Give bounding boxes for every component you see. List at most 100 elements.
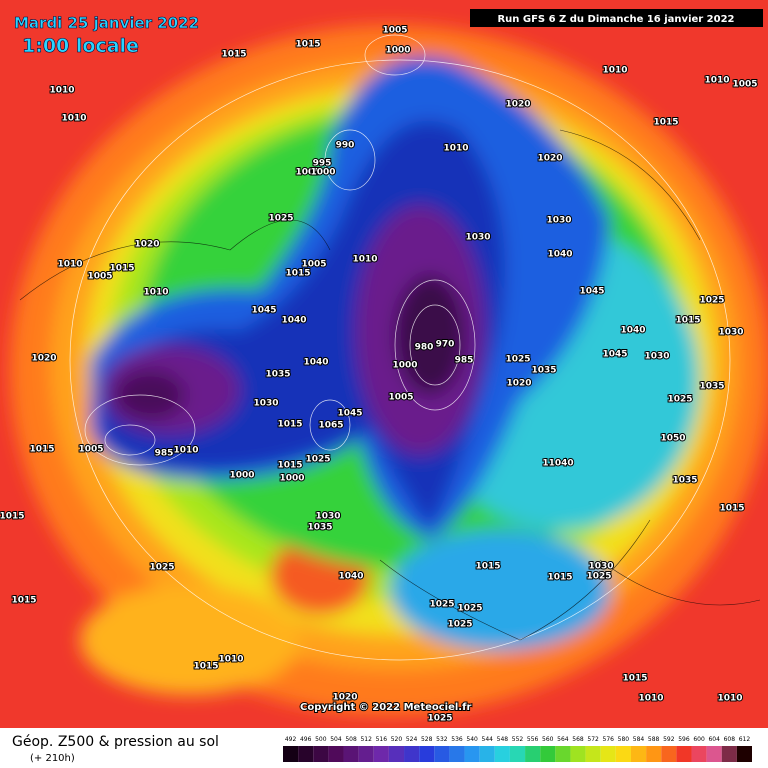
field (0, 0, 768, 728)
colorbar-label: 556 (527, 736, 539, 743)
isobar-label: 1030 (546, 216, 571, 226)
isobar-label: 1005 (382, 26, 407, 36)
isobar-label: 1020 (31, 354, 56, 364)
colorbar-label: 508 (345, 736, 357, 743)
isobar-label: 1040 (620, 326, 645, 336)
colorbar-swatch (721, 746, 737, 762)
colorbar-label: 568 (572, 736, 584, 743)
isobar-label: 1015 (221, 50, 246, 60)
isobar-label: 1020 (537, 154, 562, 164)
colorbar-label: 504 (330, 736, 342, 743)
isobar-label: 1025 (586, 572, 611, 582)
isobar-label: 980 (415, 343, 434, 353)
colorbar-label: 588 (648, 736, 660, 743)
colorbar-label: 608 (724, 736, 736, 743)
isobar-label: 1030 (253, 399, 278, 409)
colorbar-label: 492 (285, 736, 297, 743)
isobar-label: 1030 (588, 562, 613, 572)
isobar-label: 1045 (602, 350, 627, 360)
isobar-label: 1025 (699, 296, 724, 306)
valid-date: Mardi 25 janvier 2022 (14, 14, 199, 32)
isobar-label: 1015 (547, 573, 572, 583)
colorbar-swatch (449, 746, 465, 762)
isobar-label: 1030 (465, 233, 490, 243)
isobar-label: 1005 (301, 260, 326, 270)
isobar-label: 1010 (638, 694, 663, 704)
isobar-label: 1005 (388, 393, 413, 403)
colorbar-swatch (585, 746, 601, 762)
colorbar-swatch (328, 746, 344, 762)
isobar-label: 1010 (143, 288, 168, 298)
isobar-label: 1040 (303, 358, 328, 368)
colorbar-swatch (706, 746, 722, 762)
colorbar-swatch (676, 746, 692, 762)
isobar-label: 1015 (277, 461, 302, 471)
colorbar-swatch (661, 746, 677, 762)
isobar-label: 1035 (531, 366, 556, 376)
isobar-label: 1015 (622, 674, 647, 684)
colorbar-label: 560 (542, 736, 554, 743)
isobar-label: 1030 (315, 512, 340, 522)
colorbar-swatch (404, 746, 420, 762)
isobar-label: 985 (155, 449, 174, 459)
isobar-label: 1010 (218, 655, 243, 665)
colorbar-label: 580 (618, 736, 630, 743)
isobar-label: 1025 (149, 563, 174, 573)
colorbar-label: 552 (512, 736, 524, 743)
isobar-label: 1010 (173, 446, 198, 456)
isobar-label: 1015 (475, 562, 500, 572)
isobar-label: 1020 (134, 240, 159, 250)
copyright: Copyright © 2022 Meteociel.fr (300, 702, 471, 713)
isobar-label: 1015 (653, 118, 678, 128)
colorbar-swatch (343, 746, 359, 762)
colorbar-swatch (283, 746, 299, 762)
colorbar-swatch (736, 746, 752, 762)
isobar-label: 1000 (392, 361, 417, 371)
isobar-label: 1010 (704, 76, 729, 86)
local-time: 1:00 locale (22, 35, 139, 57)
isobar-label: 1050 (660, 434, 685, 444)
isobar-label: 1035 (699, 382, 724, 392)
colorbar-swatch (630, 746, 647, 762)
colorbar-swatch (570, 746, 586, 762)
colorbar-swatch (358, 746, 374, 762)
isobar-label: 1015 (719, 504, 744, 514)
colorbar-swatch (313, 746, 329, 762)
isobar-label: 1015 (675, 316, 700, 326)
isobar-label: 1025 (305, 455, 330, 465)
colorbar-swatch (373, 746, 389, 762)
isobar-label: 1010 (57, 260, 82, 270)
isobar-label: 1005 (78, 445, 103, 455)
colorbar-label: 532 (436, 736, 448, 743)
isobar-label: 1005 (87, 272, 112, 282)
colorbar-swatch (434, 746, 450, 762)
isobar-label: 1025 (268, 214, 293, 224)
isobar-label: 1000 (310, 168, 335, 178)
isobar-label: 1020 (332, 693, 357, 703)
isobar-label: 1005 (295, 168, 320, 178)
run-info: Run GFS 6 Z du Dimanche 16 janvier 2022 (497, 14, 734, 25)
colorbar-label: 524 (406, 736, 418, 743)
colorbar-label: 564 (557, 736, 569, 743)
colorbar-label: 576 (603, 736, 615, 743)
isobar-label: 1020 (506, 379, 531, 389)
colorbar-label: 612 (739, 736, 751, 743)
isobar-label: 970 (436, 340, 455, 350)
isobar-label: 1010 (61, 114, 86, 124)
colorbar-swatch (419, 746, 435, 762)
colorbar-label: 536 (451, 736, 463, 743)
isobar-label: 1045 (579, 287, 604, 297)
isobar-label: 1040 (338, 572, 363, 582)
isobar-label: 1025 (457, 604, 482, 614)
colorbar-label: 544 (482, 736, 494, 743)
isobar-label: 1035 (672, 476, 697, 486)
colorbar-label: 592 (663, 736, 675, 743)
isobar-label: 1025 (505, 355, 530, 365)
isobar-label: 1010 (49, 86, 74, 96)
colorbar-swatch (298, 746, 314, 762)
colorbar-label: 604 (708, 736, 720, 743)
colorbar-label: 600 (693, 736, 705, 743)
isobar-label: 1015 (193, 662, 218, 672)
isobar-label: 1010 (352, 255, 377, 265)
